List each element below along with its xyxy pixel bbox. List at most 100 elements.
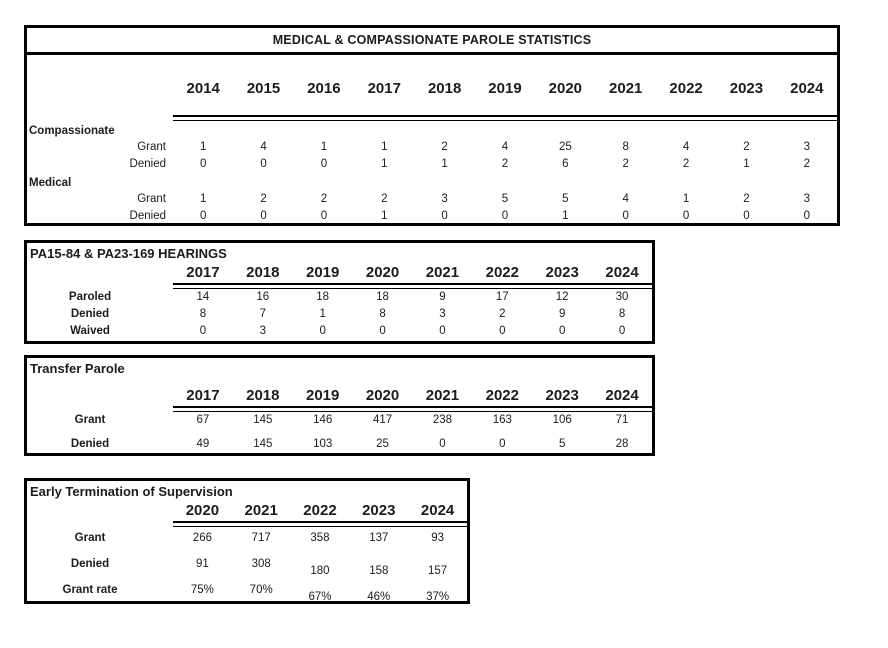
double-rule xyxy=(173,115,837,121)
value-cell: 71 xyxy=(615,414,629,426)
value-cell: 1 xyxy=(441,158,448,170)
value-cell: 5 xyxy=(558,438,566,450)
value-cell: 1 xyxy=(381,210,388,222)
value-cell: 358 xyxy=(310,532,330,544)
table-row: Grant rate 75% 70% 67% 46% 37% xyxy=(27,582,467,603)
table-row: Paroled 14 16 18 18 9 17 12 30 xyxy=(27,289,652,306)
value-cell: 93 xyxy=(431,532,444,544)
year-header: 2017 xyxy=(186,387,220,404)
value-cell: 2 xyxy=(743,141,750,153)
value-cell: 14 xyxy=(196,291,210,303)
table-row: Grant 67 145 146 417 238 163 106 71 xyxy=(27,412,652,429)
table-early-termination-of-supervision: Early Termination of Supervision 2020 202… xyxy=(24,478,470,604)
value-cell: 3 xyxy=(803,141,810,153)
value-cell: 2 xyxy=(743,193,750,205)
year-header: 2022 xyxy=(669,80,703,97)
value-cell: 30 xyxy=(615,291,629,303)
value-cell: 163 xyxy=(492,414,512,426)
row-label: Denied xyxy=(129,210,166,222)
value-cell: 37% xyxy=(426,591,450,603)
value-cell: 1 xyxy=(682,193,690,205)
table-body: Grant 266 717 358 137 93 Denied 91 308 180 158 157 G… xyxy=(27,530,467,603)
value-cell: 1 xyxy=(743,158,750,170)
table-body: Compassionate Grant 1 4 1 1 2 4 25 8 4 2 3 Denied 0 0 0 1… xyxy=(27,123,837,225)
row-label: Grant xyxy=(74,532,106,544)
value-cell: 1 xyxy=(199,193,207,205)
value-cell: 5 xyxy=(501,193,509,205)
row-label: Grant rate xyxy=(62,584,118,596)
year-header: 2021 xyxy=(244,502,278,519)
year-header: 2023 xyxy=(729,80,764,97)
value-cell: 1 xyxy=(320,141,328,153)
value-cell: 4 xyxy=(682,141,690,153)
value-cell: 0 xyxy=(320,210,328,222)
value-cell: 3 xyxy=(259,325,267,337)
year-header-row: 2020 2021 2022 2023 2024 xyxy=(27,501,467,521)
table-row: Waived 0 3 0 0 0 0 0 0 xyxy=(27,323,652,340)
value-cell: 6 xyxy=(562,158,569,170)
row-label: Grant xyxy=(74,414,106,426)
table-row: Denied 49 145 103 25 0 0 5 28 xyxy=(27,436,652,453)
value-cell: 8 xyxy=(618,308,626,320)
value-cell: 8 xyxy=(379,308,386,320)
table-medical-compassionate-parole-statistics: MEDICAL & COMPASSIONATE PAROLE STATISTIC… xyxy=(24,25,840,226)
table-body: Paroled 14 16 18 18 9 17 12 30 Denied 8 7 1 8 3 2 9 8 Waiv… xyxy=(27,289,652,340)
value-cell: 0 xyxy=(260,210,267,222)
value-cell: 0 xyxy=(743,210,750,222)
value-cell: 49 xyxy=(196,438,210,450)
value-cell: 18 xyxy=(316,291,330,303)
value-cell: 146 xyxy=(313,414,333,426)
value-cell: 9 xyxy=(439,291,446,303)
value-cell: 0 xyxy=(439,438,446,450)
value-cell: 2 xyxy=(803,158,810,170)
table-title: Transfer Parole xyxy=(30,361,125,376)
year-header: 2021 xyxy=(425,387,460,404)
year-header: 2022 xyxy=(303,502,337,519)
value-cell: 0 xyxy=(260,158,267,170)
value-cell: 7 xyxy=(259,308,267,320)
year-header: 2023 xyxy=(545,264,579,281)
value-cell: 8 xyxy=(622,141,629,153)
value-cell: 0 xyxy=(622,210,629,222)
value-cell: 70% xyxy=(249,584,273,596)
table-row: Grant 1 4 1 1 2 4 25 8 4 2 3 xyxy=(27,139,837,156)
value-cell: 2 xyxy=(320,193,328,205)
value-cell: 91 xyxy=(196,558,209,570)
category-label: Medical xyxy=(29,177,72,189)
value-cell: 1 xyxy=(319,308,326,320)
double-rule xyxy=(173,521,467,527)
value-cell: 0 xyxy=(803,210,810,222)
table-body: Grant 67 145 146 417 238 163 106 71 Denied 49 145 10… xyxy=(27,412,652,453)
year-header: 2019 xyxy=(306,387,340,404)
value-cell: 0 xyxy=(501,210,509,222)
value-cell: 137 xyxy=(369,532,389,544)
value-cell: 4 xyxy=(622,193,629,205)
row-label: Grant xyxy=(137,141,166,153)
year-header: 2020 xyxy=(548,80,583,97)
double-rule xyxy=(173,283,652,289)
value-cell: 2 xyxy=(622,158,629,170)
year-header: 2024 xyxy=(605,264,639,281)
value-cell: 25 xyxy=(558,141,572,153)
value-cell: 3 xyxy=(441,193,448,205)
value-cell: 0 xyxy=(320,158,328,170)
value-cell: 5 xyxy=(562,193,569,205)
value-cell: 157 xyxy=(427,565,448,577)
value-cell: 2 xyxy=(381,193,388,205)
category-label: Compassionate xyxy=(29,125,115,137)
value-cell: 0 xyxy=(441,210,448,222)
value-cell: 0 xyxy=(199,210,207,222)
value-cell: 0 xyxy=(618,325,626,337)
value-cell: 17 xyxy=(495,291,509,303)
year-header: 2022 xyxy=(485,387,519,404)
year-header: 2023 xyxy=(362,502,396,519)
table-row: Denied 0 0 0 1 0 0 1 0 0 0 0 xyxy=(27,208,837,225)
year-header: 2021 xyxy=(609,80,643,97)
year-header: 2024 xyxy=(420,502,455,519)
table-row: Grant 1 2 2 2 3 5 5 4 1 2 3 xyxy=(27,191,837,208)
row-label: Waived xyxy=(70,325,110,337)
value-cell: 8 xyxy=(199,308,207,320)
year-header: 2020 xyxy=(365,387,400,404)
row-label: Denied xyxy=(70,308,110,320)
